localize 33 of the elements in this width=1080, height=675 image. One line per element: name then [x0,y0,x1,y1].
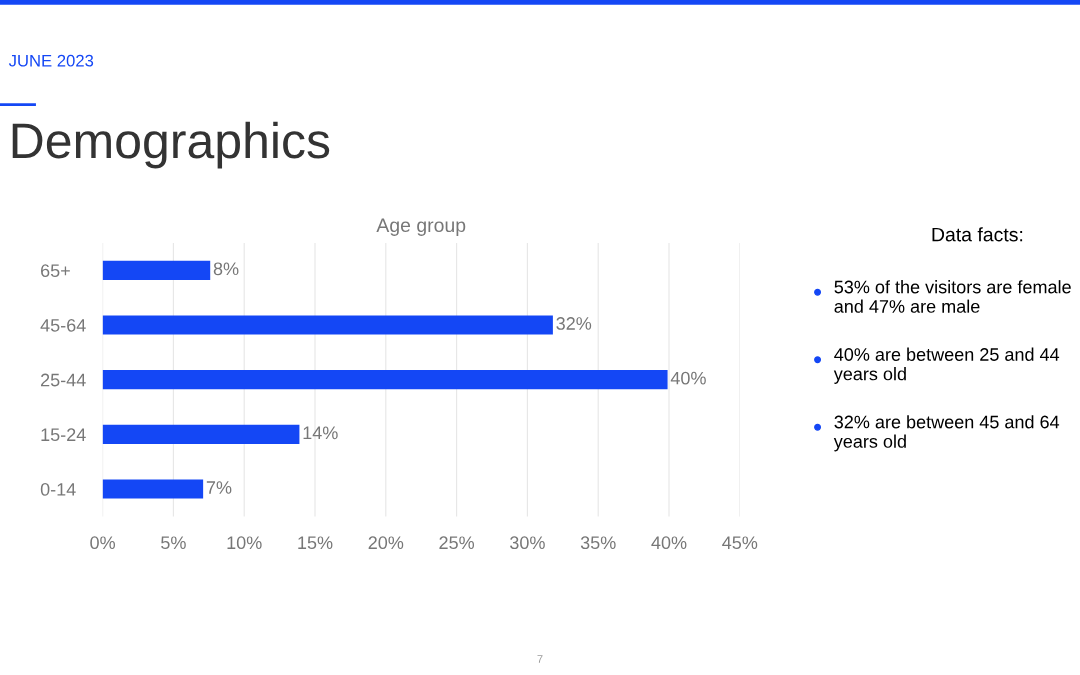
text: 7 [537,655,543,663]
text: 53% of the visitors are female and 47% are male [834,280,1071,313]
y-tick-label: 0-14 [40,482,76,496]
y-tick-label: 65+ [41,264,70,278]
y-tick-label: 15-24 [41,428,86,442]
text: 32% are between 45 and 64 years old [833,415,1060,452]
text: 40% are between 25 and 44 years old [833,347,1060,384]
x-tick-label: 15% [298,536,333,550]
bar [102,260,211,280]
data-label: 14% [303,426,338,440]
chart-title: Demographics [12,121,330,169]
x-tick-label: 25% [439,536,475,550]
x-tick-label: 20% [368,536,404,550]
x-tick-label: 0% [90,536,116,550]
bar [102,424,300,444]
y-tick-label: 25-44 [41,373,86,387]
x-tick-label: 10% [227,536,262,550]
chart-subtitle: JUNE 2023 [8,54,94,67]
y-tick-label: 45-64 [40,318,86,332]
data-label: 8% [213,262,239,276]
x-tick-label: 30% [510,536,545,550]
x-tick-label: 35% [580,536,616,550]
x-tick-label: 5% [161,536,186,550]
x-tick-label: 40% [651,536,687,550]
data-label: 32% [556,317,592,330]
data-label: 7% [206,481,232,494]
bar [102,479,204,499]
bar [102,370,668,390]
text: Data facts: [932,227,1023,242]
data-label: 40% [670,371,706,385]
bar [102,315,553,335]
text: Age group [376,218,466,236]
x-tick-label: 45% [722,536,758,550]
